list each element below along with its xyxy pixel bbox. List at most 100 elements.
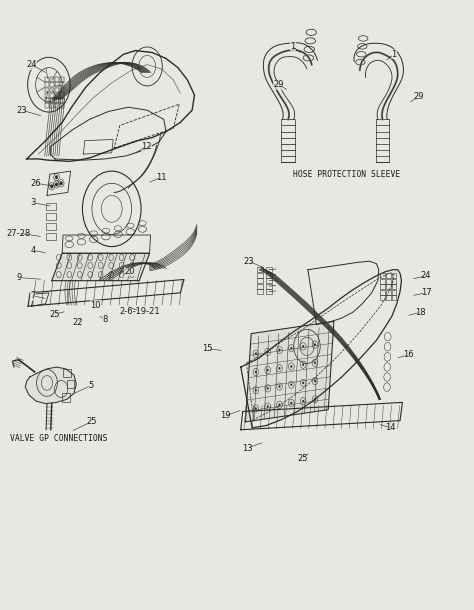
Bar: [386, 273, 391, 278]
Bar: [386, 290, 391, 295]
Text: 26: 26: [31, 179, 41, 188]
Bar: [380, 295, 385, 300]
Circle shape: [267, 351, 269, 353]
Bar: [60, 88, 64, 93]
Circle shape: [291, 402, 292, 404]
Circle shape: [279, 367, 281, 370]
Bar: [380, 284, 385, 289]
Bar: [257, 289, 263, 294]
Circle shape: [291, 384, 292, 386]
Polygon shape: [52, 253, 150, 281]
Text: VALVE GP CONNECTIONS: VALVE GP CONNECTIONS: [10, 434, 108, 443]
Bar: [62, 393, 70, 402]
Bar: [257, 273, 263, 278]
Bar: [45, 98, 49, 102]
Bar: [380, 290, 385, 295]
Text: 4: 4: [30, 246, 36, 255]
Bar: [392, 279, 396, 284]
Text: 5: 5: [89, 381, 94, 390]
Bar: [46, 233, 56, 240]
Text: 23: 23: [17, 106, 27, 115]
Text: 23: 23: [244, 257, 254, 266]
Bar: [392, 295, 396, 300]
Bar: [50, 77, 55, 82]
Bar: [46, 223, 56, 231]
Text: 11: 11: [156, 173, 167, 182]
Bar: [55, 77, 59, 82]
Bar: [55, 82, 59, 87]
Bar: [50, 88, 55, 93]
Circle shape: [267, 387, 269, 390]
Circle shape: [267, 406, 269, 408]
Bar: [50, 98, 55, 102]
Bar: [266, 267, 272, 272]
Bar: [257, 284, 263, 289]
Bar: [60, 93, 64, 98]
Text: 29: 29: [414, 92, 424, 101]
Text: 24: 24: [26, 60, 36, 69]
Bar: [266, 284, 272, 289]
Bar: [45, 88, 49, 93]
Text: 27-28: 27-28: [7, 229, 31, 238]
Circle shape: [55, 182, 58, 186]
Circle shape: [267, 369, 269, 371]
Text: 2-6-19-21: 2-6-19-21: [120, 307, 160, 315]
Text: 24: 24: [421, 271, 431, 280]
Text: 25: 25: [50, 310, 60, 318]
Bar: [45, 77, 49, 82]
Polygon shape: [25, 367, 76, 404]
Circle shape: [302, 382, 304, 384]
Text: 3: 3: [30, 198, 36, 207]
Text: 25: 25: [86, 417, 97, 426]
Bar: [60, 82, 64, 87]
Text: 25: 25: [297, 454, 308, 463]
Circle shape: [291, 347, 292, 350]
Text: 20: 20: [124, 267, 135, 276]
Circle shape: [255, 371, 257, 373]
Text: 19: 19: [220, 411, 230, 420]
Text: 1: 1: [391, 50, 397, 59]
Text: 29: 29: [273, 80, 284, 89]
Circle shape: [255, 407, 257, 410]
Circle shape: [255, 389, 257, 392]
Circle shape: [314, 398, 316, 401]
Bar: [63, 369, 71, 378]
Circle shape: [55, 175, 58, 179]
Circle shape: [302, 400, 304, 403]
Bar: [50, 82, 55, 87]
Bar: [386, 279, 391, 284]
Bar: [60, 103, 64, 108]
Bar: [266, 278, 272, 283]
Circle shape: [60, 181, 63, 185]
Circle shape: [255, 353, 257, 355]
Bar: [380, 279, 385, 284]
Text: 22: 22: [72, 318, 82, 326]
Circle shape: [50, 184, 53, 188]
Circle shape: [279, 404, 281, 406]
Circle shape: [279, 386, 281, 388]
Circle shape: [291, 365, 292, 368]
Text: 13: 13: [242, 443, 253, 453]
Text: 16: 16: [403, 350, 413, 359]
Bar: [46, 203, 56, 210]
Bar: [55, 88, 59, 93]
Bar: [386, 295, 391, 300]
Bar: [45, 82, 49, 87]
Bar: [55, 103, 59, 108]
Bar: [50, 93, 55, 98]
Bar: [392, 290, 396, 295]
Circle shape: [302, 345, 304, 348]
Circle shape: [314, 380, 316, 382]
Bar: [266, 273, 272, 278]
Polygon shape: [246, 321, 334, 422]
Text: 18: 18: [415, 308, 426, 317]
Bar: [257, 278, 263, 283]
Bar: [386, 284, 391, 289]
Bar: [45, 93, 49, 98]
Bar: [257, 267, 263, 272]
Text: 7: 7: [30, 292, 36, 300]
Bar: [55, 93, 59, 98]
Bar: [266, 289, 272, 294]
Bar: [392, 273, 396, 278]
Text: 10: 10: [90, 301, 100, 309]
